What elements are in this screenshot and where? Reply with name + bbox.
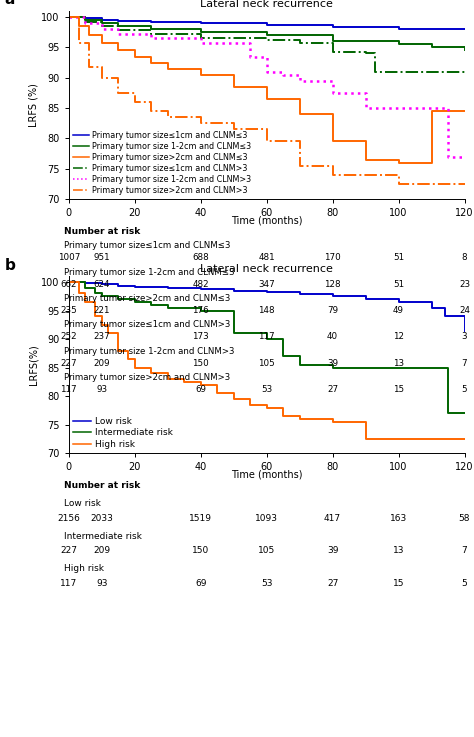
Text: 252: 252 xyxy=(60,332,77,341)
Text: 221: 221 xyxy=(93,306,110,315)
Text: a: a xyxy=(5,0,15,7)
Text: 176: 176 xyxy=(192,306,209,315)
Text: 117: 117 xyxy=(60,385,77,394)
Text: 7: 7 xyxy=(462,358,467,368)
Text: Low risk: Low risk xyxy=(64,499,101,508)
Text: 1093: 1093 xyxy=(255,514,278,523)
Text: 69: 69 xyxy=(195,579,206,588)
Text: 40: 40 xyxy=(327,332,338,341)
Text: 5: 5 xyxy=(462,579,467,588)
Text: High risk: High risk xyxy=(64,564,104,573)
Text: 1519: 1519 xyxy=(189,514,212,523)
Text: 7: 7 xyxy=(462,546,467,555)
Text: 27: 27 xyxy=(327,385,338,394)
Text: Intermediate risk: Intermediate risk xyxy=(64,531,142,540)
Text: 688: 688 xyxy=(192,254,209,262)
Text: Primary tumor size>2cm and CLNM≤3: Primary tumor size>2cm and CLNM≤3 xyxy=(64,294,230,303)
Text: 1007: 1007 xyxy=(57,254,80,262)
Y-axis label: LRFS (%): LRFS (%) xyxy=(28,83,38,127)
Text: 227: 227 xyxy=(60,358,77,368)
Text: 39: 39 xyxy=(327,546,338,555)
Text: 79: 79 xyxy=(327,306,338,315)
Text: 117: 117 xyxy=(60,579,77,588)
Text: 105: 105 xyxy=(258,358,275,368)
Text: 150: 150 xyxy=(192,358,209,368)
Text: 235: 235 xyxy=(60,306,77,315)
Text: 624: 624 xyxy=(93,279,110,289)
Text: 27: 27 xyxy=(327,579,338,588)
Text: Time (months): Time (months) xyxy=(231,469,302,480)
Text: 163: 163 xyxy=(390,514,407,523)
Text: Primary tumor size 1-2cm and CLNM>3: Primary tumor size 1-2cm and CLNM>3 xyxy=(64,346,235,356)
Text: Primary tumor size 1-2cm and CLNM≤3: Primary tumor size 1-2cm and CLNM≤3 xyxy=(64,268,235,276)
Text: 53: 53 xyxy=(261,385,272,394)
Text: 482: 482 xyxy=(192,279,209,289)
Text: 15: 15 xyxy=(393,579,404,588)
Text: 51: 51 xyxy=(393,279,404,289)
Text: 13: 13 xyxy=(393,358,404,368)
Text: 93: 93 xyxy=(96,579,108,588)
Text: 23: 23 xyxy=(459,279,470,289)
Text: 13: 13 xyxy=(393,546,404,555)
Text: 51: 51 xyxy=(393,254,404,262)
Text: 209: 209 xyxy=(93,546,110,555)
Text: 24: 24 xyxy=(459,306,470,315)
Text: 49: 49 xyxy=(393,306,404,315)
Text: 170: 170 xyxy=(324,254,341,262)
Text: 481: 481 xyxy=(258,254,275,262)
Text: Number at risk: Number at risk xyxy=(64,227,140,236)
Text: Primary tumor size≤1cm and CLNM>3: Primary tumor size≤1cm and CLNM>3 xyxy=(64,321,230,329)
Text: Time (months): Time (months) xyxy=(231,215,302,226)
Title: Lateral neck recurrence: Lateral neck recurrence xyxy=(200,0,333,9)
Text: 173: 173 xyxy=(192,332,209,341)
Text: 227: 227 xyxy=(60,546,77,555)
Text: 93: 93 xyxy=(96,385,107,394)
Text: 8: 8 xyxy=(462,254,467,262)
Text: 662: 662 xyxy=(61,279,77,289)
Text: 2033: 2033 xyxy=(90,514,113,523)
Text: Number at risk: Number at risk xyxy=(64,481,140,490)
Text: 5: 5 xyxy=(462,385,467,394)
Title: Lateral neck recurrence: Lateral neck recurrence xyxy=(200,264,333,274)
Text: 39: 39 xyxy=(327,358,338,368)
Text: Primary tumor size>2cm and CLNM>3: Primary tumor size>2cm and CLNM>3 xyxy=(64,373,230,382)
Legend: Low risk, Intermediate risk, High risk: Low risk, Intermediate risk, High risk xyxy=(73,417,173,449)
Text: 12: 12 xyxy=(393,332,404,341)
Legend: Primary tumor size≤1cm and CLNM≤3, Primary tumor size 1-2cm and CLNM≤3, Primary : Primary tumor size≤1cm and CLNM≤3, Prima… xyxy=(73,131,251,195)
Text: 209: 209 xyxy=(93,358,110,368)
Text: 117: 117 xyxy=(258,332,275,341)
Text: b: b xyxy=(5,258,16,273)
Text: 128: 128 xyxy=(324,279,341,289)
Y-axis label: LRFS(%): LRFS(%) xyxy=(28,344,38,385)
Text: 53: 53 xyxy=(261,579,273,588)
Text: Primary tumor size≤1cm and CLNM≤3: Primary tumor size≤1cm and CLNM≤3 xyxy=(64,242,230,251)
Text: 237: 237 xyxy=(93,332,110,341)
Text: 150: 150 xyxy=(192,546,210,555)
Text: 15: 15 xyxy=(393,385,404,394)
Text: 69: 69 xyxy=(195,385,206,394)
Text: 2156: 2156 xyxy=(57,514,80,523)
Text: 148: 148 xyxy=(258,306,275,315)
Text: 58: 58 xyxy=(459,514,470,523)
Text: 3: 3 xyxy=(462,332,467,341)
Text: 347: 347 xyxy=(258,279,275,289)
Text: 105: 105 xyxy=(258,546,275,555)
Text: 417: 417 xyxy=(324,514,341,523)
Text: 951: 951 xyxy=(93,254,110,262)
